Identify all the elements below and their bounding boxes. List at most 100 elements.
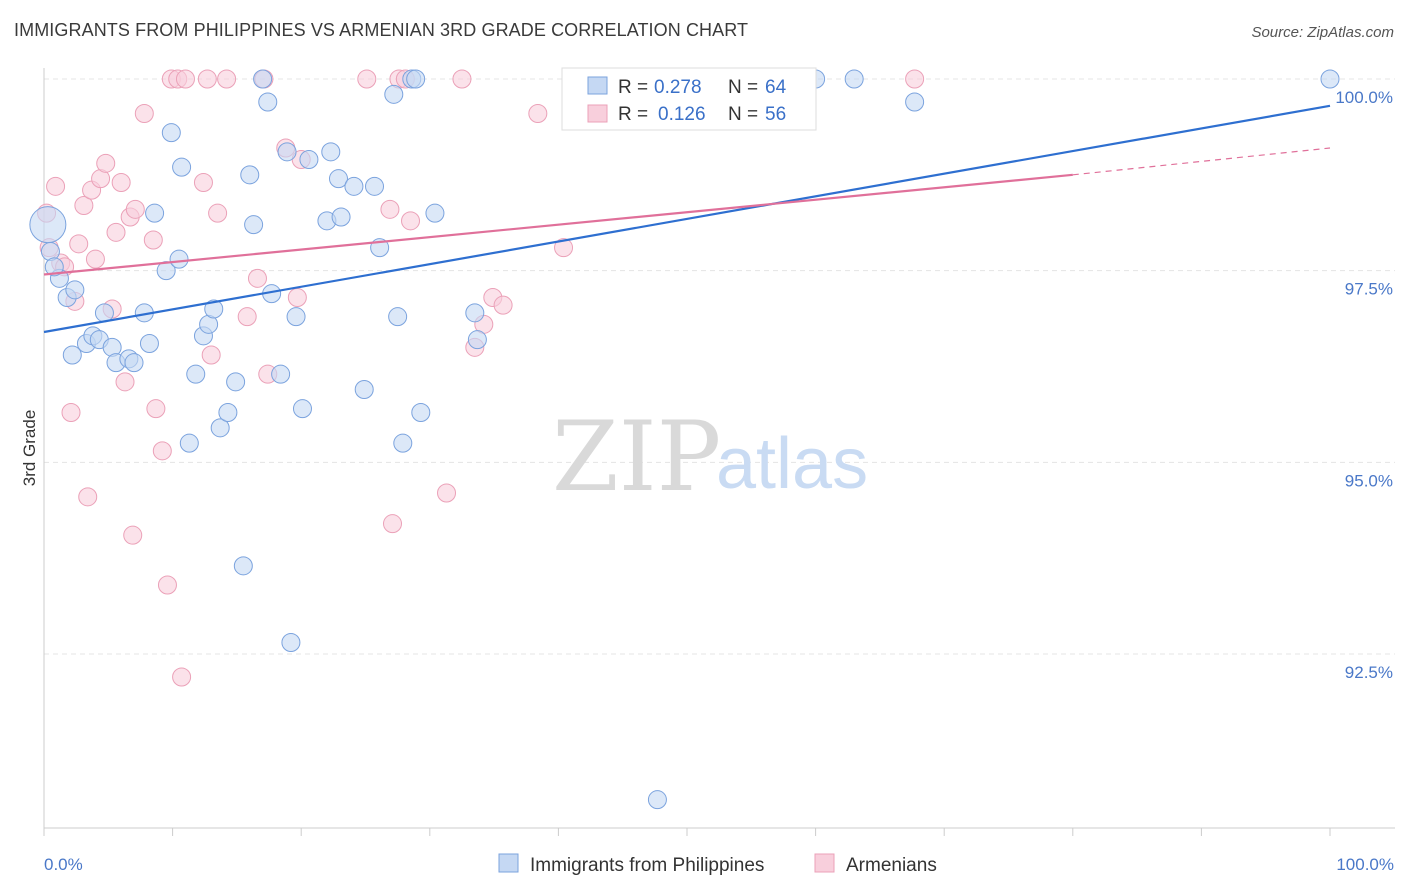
point-philippines — [226, 372, 246, 392]
point-philippines — [179, 433, 199, 453]
legend-r-value-2: 0.126 — [658, 104, 706, 125]
trendline-armenians-extension — [1072, 147, 1331, 176]
point-philippines — [1320, 69, 1340, 89]
point-philippines — [344, 176, 364, 196]
point-philippines — [393, 433, 413, 453]
point-armenians — [197, 69, 217, 89]
point-philippines — [44, 257, 64, 277]
point-armenians — [115, 372, 135, 392]
point-armenians — [193, 173, 213, 192]
point-armenians — [96, 153, 116, 173]
legend-r-label-1: R = — [618, 77, 648, 98]
point-philippines — [292, 399, 312, 419]
point-armenians — [247, 268, 267, 288]
point-philippines — [172, 157, 192, 177]
point-armenians — [452, 69, 472, 89]
point-armenians — [287, 288, 307, 307]
legend: R = 0.278 N = 64 R = 0.126 N = 56 — [561, 67, 817, 131]
point-armenians — [217, 69, 237, 89]
point-armenians — [175, 69, 195, 89]
point-philippines — [388, 307, 408, 327]
point-philippines — [169, 249, 189, 269]
point-philippines — [210, 418, 230, 438]
point-armenians — [401, 211, 421, 231]
point-armenians — [123, 525, 143, 545]
point-philippines — [465, 303, 485, 323]
point-philippines — [145, 203, 165, 223]
point-armenians — [85, 249, 105, 269]
point-philippines — [94, 303, 114, 323]
point-armenians — [125, 199, 145, 219]
legend-n-label-1: N = — [728, 77, 758, 98]
point-philippines — [905, 92, 925, 112]
point-philippines — [204, 299, 224, 319]
trendline-philippines — [43, 104, 1331, 334]
point-philippines — [253, 69, 273, 89]
watermark-zip: ZIP — [552, 401, 721, 513]
point-philippines — [161, 123, 181, 143]
point-armenians — [172, 667, 192, 687]
series-armenians — [37, 69, 925, 687]
legend-n-value-2: 56 — [765, 104, 786, 125]
point-philippines — [233, 556, 253, 576]
point-philippines — [277, 142, 297, 162]
point-philippines — [62, 345, 82, 365]
point-philippines — [321, 142, 341, 162]
point-philippines — [271, 364, 291, 384]
point-armenians — [201, 345, 221, 365]
watermark-atlas: atlas — [716, 424, 868, 504]
point-philippines — [384, 84, 404, 104]
point-armenians — [69, 234, 89, 254]
series-philippines — [29, 69, 1340, 810]
chart-title: IMMIGRANTS FROM PHILIPPINES VS ARMENIAN … — [14, 20, 749, 40]
y-tick-label: 97.5% — [1345, 280, 1393, 299]
point-philippines — [299, 150, 319, 169]
point-armenians — [905, 69, 925, 89]
point-armenians — [357, 69, 377, 89]
legend-r-value-1: 0.278 — [654, 77, 702, 98]
point-philippines — [331, 207, 351, 227]
point-philippines — [29, 206, 67, 244]
point-armenians — [528, 104, 548, 123]
point-armenians — [208, 203, 228, 223]
point-armenians — [554, 238, 574, 258]
point-philippines — [425, 203, 445, 223]
point-philippines — [467, 330, 487, 350]
y-axis-label: 3rd Grade — [20, 410, 39, 487]
point-philippines — [406, 69, 426, 89]
bottom-legend-label-philippines: Immigrants from Philippines — [530, 855, 764, 876]
point-philippines — [844, 69, 864, 89]
point-armenians — [78, 487, 98, 507]
legend-swatch-armenians — [587, 104, 608, 123]
point-armenians — [380, 199, 400, 219]
legend-n-label-2: N = — [728, 104, 758, 125]
point-armenians — [146, 399, 166, 419]
y-tick-label: 92.5% — [1345, 663, 1393, 682]
x-tick-label-min: 0.0% — [44, 855, 83, 874]
watermark: ZIP atlas — [552, 401, 868, 513]
bottom-legend: Immigrants from Philippines Armenians — [498, 853, 937, 876]
point-philippines — [65, 280, 85, 300]
legend-r-label-2: R = — [618, 104, 648, 125]
point-philippines — [124, 353, 144, 373]
point-armenians — [493, 295, 513, 315]
y-tick-label: 100.0% — [1335, 88, 1393, 107]
bottom-legend-swatch-philippines — [498, 853, 519, 873]
legend-swatch-philippines — [587, 76, 608, 95]
point-armenians — [143, 230, 163, 250]
point-philippines — [139, 334, 159, 353]
point-philippines — [647, 790, 667, 810]
point-philippines — [354, 380, 374, 399]
y-tick-label: 95.0% — [1345, 471, 1393, 490]
x-axis-ticks — [43, 828, 1331, 836]
point-philippines — [411, 403, 431, 422]
point-armenians — [106, 222, 126, 242]
y-axis-tick-labels: 92.5% 95.0% 97.5% 100.0% — [1335, 88, 1393, 682]
trendline-armenians — [43, 173, 1073, 276]
point-armenians — [46, 176, 66, 196]
point-philippines — [286, 307, 306, 327]
point-armenians — [74, 196, 94, 215]
chart-source: Source: ZipAtlas.com — [1251, 24, 1394, 41]
x-tick-label-max: 100.0% — [1336, 855, 1394, 874]
bottom-legend-swatch-armenians — [814, 853, 835, 873]
